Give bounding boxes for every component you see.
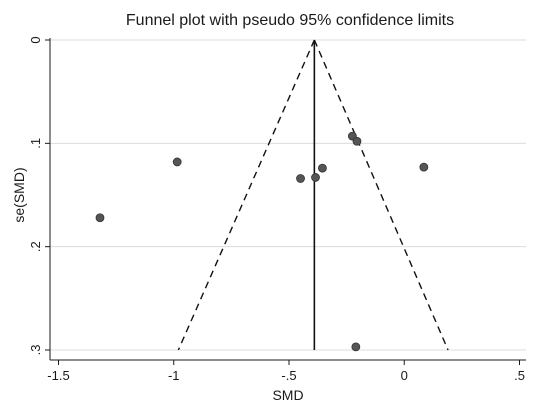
study-point: [172, 157, 182, 167]
y-tick-label-2: .2: [28, 241, 43, 252]
y-axis-label: se(SMD): [11, 167, 27, 222]
grid-layer: [50, 39, 526, 351]
chart-title: Funnel plot with pseudo 95% confidence l…: [126, 12, 454, 29]
study-point: [296, 174, 305, 183]
y-tick-label-1: .1: [28, 138, 43, 149]
study-point: [352, 136, 362, 146]
study-point: [95, 213, 105, 223]
y-tick-label-0: 0: [28, 36, 43, 43]
x-tick-label-4: .5: [514, 368, 525, 383]
ci-upper-line: [313, 39, 449, 351]
x-axis-label: SMD: [272, 387, 303, 403]
study-point: [318, 163, 327, 173]
x-tick-label-0: -1.5: [47, 368, 69, 383]
x-tick-label-3: 0: [401, 368, 408, 383]
study-point: [351, 342, 361, 352]
ci-lower-line: [177, 39, 315, 351]
study-point: [419, 162, 429, 172]
study-point: [311, 173, 320, 182]
y-tick-label-3: .3: [28, 345, 43, 356]
point-layer: [95, 131, 429, 352]
line-layer: [177, 39, 449, 351]
x-tick-label-1: -1: [168, 368, 180, 383]
x-tick-label-2: -.5: [281, 368, 296, 383]
axis-layer: 0 .1 .2 .3 -1.5 -1 -.5 0 .5: [28, 36, 526, 383]
